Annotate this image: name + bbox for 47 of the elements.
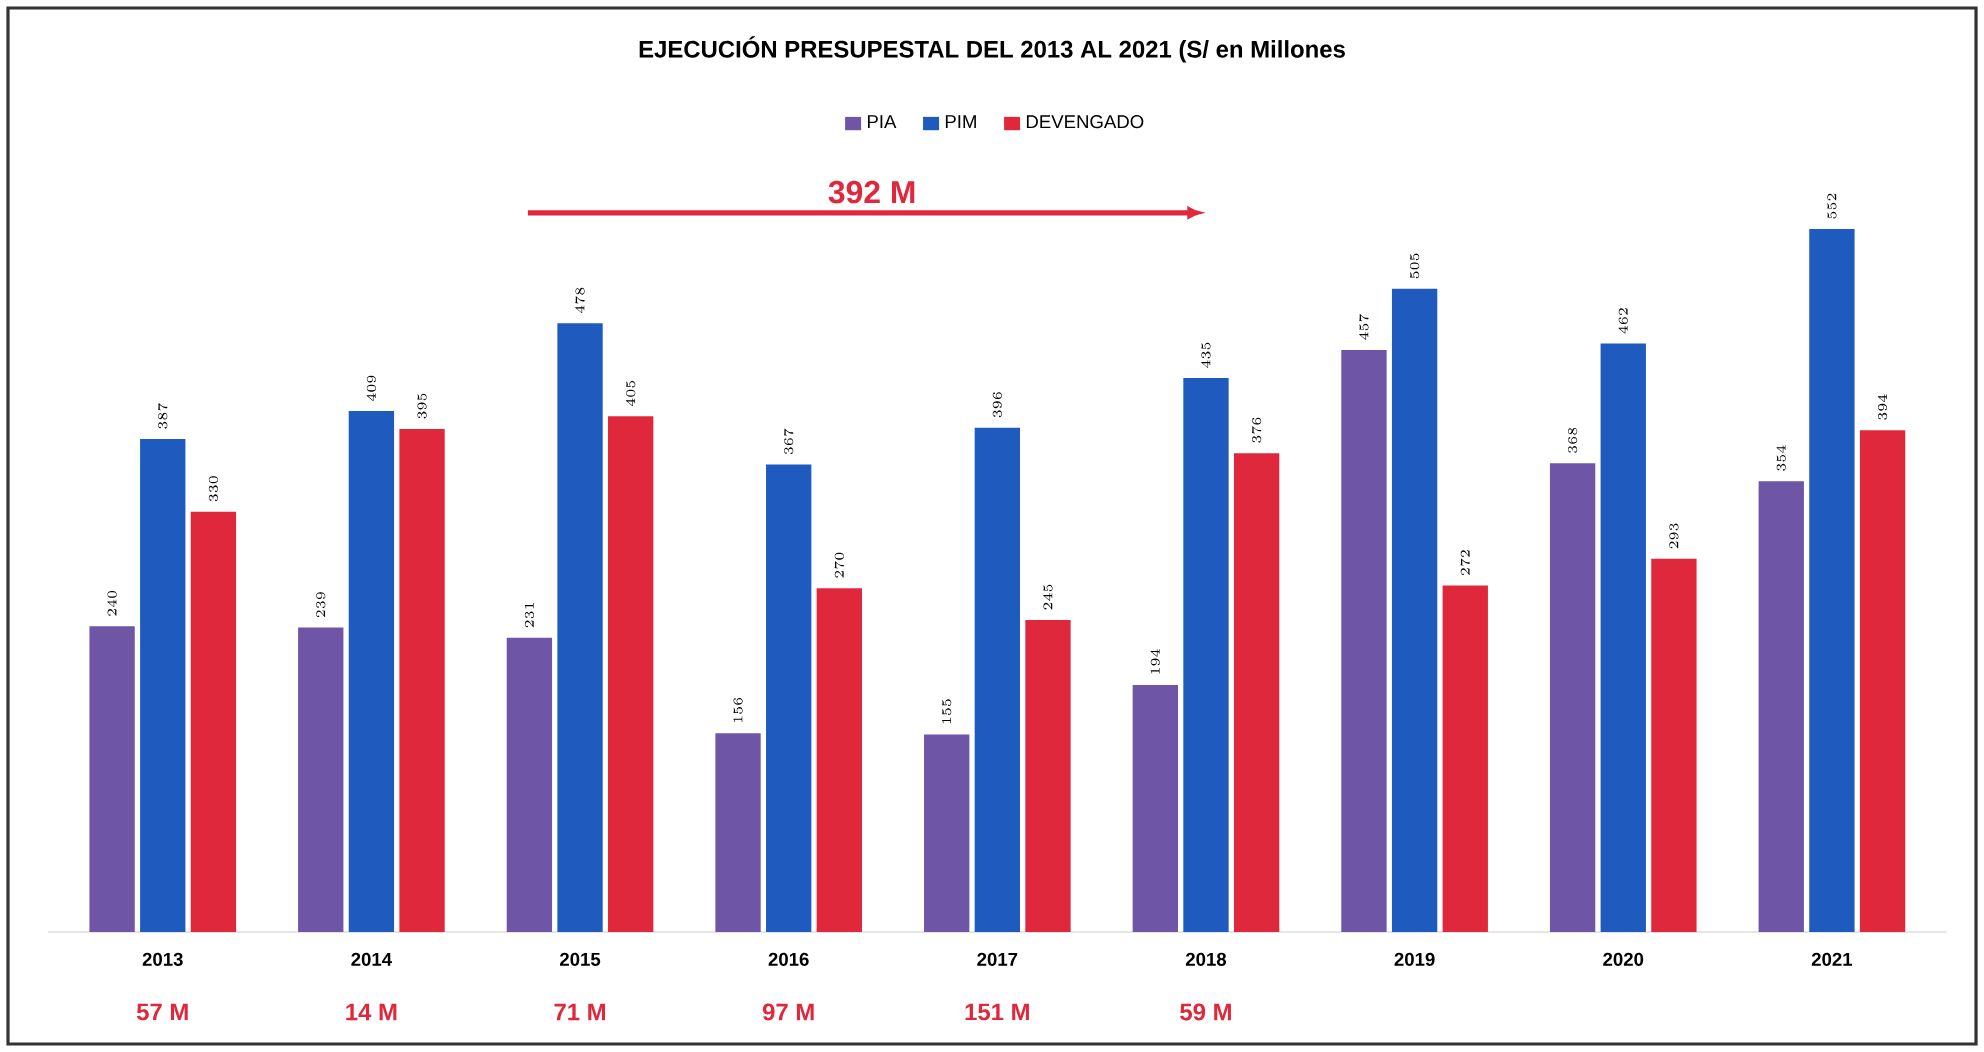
- bar: [399, 428, 445, 932]
- x-tick-label: 2013: [142, 952, 183, 966]
- bar: [1025, 619, 1071, 932]
- x-tick-label: 2019: [1394, 952, 1435, 966]
- bar: [1809, 228, 1855, 932]
- bar: [1651, 558, 1697, 932]
- bar: [1391, 288, 1438, 932]
- bar: [190, 511, 237, 932]
- bar: [715, 733, 761, 932]
- x-tick-label: 2015: [559, 952, 601, 966]
- x-tick-label: 2016: [768, 952, 809, 966]
- bar: [766, 464, 812, 932]
- bar: [89, 626, 135, 932]
- bar: [924, 734, 970, 932]
- x-tick-label: 2020: [1603, 952, 1644, 966]
- x-tick-label: 2018: [1185, 952, 1227, 966]
- bar: [1132, 684, 1178, 932]
- text: 59 M: [1180, 1003, 1231, 1021]
- x-tick-label: 2014: [351, 952, 392, 966]
- bar: [348, 411, 395, 932]
- bar: [1341, 349, 1387, 932]
- bar: [816, 588, 862, 932]
- bar: [1758, 481, 1804, 932]
- text: 71 M: [554, 1003, 606, 1021]
- x-tick-label: 2021: [1811, 952, 1853, 966]
- bar: [506, 637, 553, 932]
- text: 392 M: [828, 180, 915, 204]
- bar: [298, 627, 344, 932]
- bar: [974, 427, 1020, 932]
- bar: [1549, 463, 1596, 932]
- bar: [557, 323, 603, 932]
- text: 57 M: [136, 1003, 188, 1021]
- legend-label: PIM: [945, 115, 976, 128]
- bar: [1233, 453, 1280, 932]
- bar: [140, 439, 186, 932]
- bar: [608, 416, 654, 932]
- text: 97 M: [762, 1003, 814, 1021]
- legend-label: PIA: [867, 115, 897, 128]
- chart-title: EJECUCIÓN PRESUPESTAL DEL 2013 AL 2021 (S/ en Millones: [639, 36, 1345, 63]
- legend-label: DEVENGADO: [1026, 115, 1144, 129]
- bar: [1859, 430, 1906, 932]
- x-tick-label: 2017: [977, 952, 1018, 966]
- text: 14 M: [346, 1003, 397, 1021]
- bar: [1183, 377, 1229, 932]
- text: 151 M: [965, 1003, 1029, 1021]
- bar: [1442, 585, 1488, 932]
- bar: [1600, 343, 1646, 932]
